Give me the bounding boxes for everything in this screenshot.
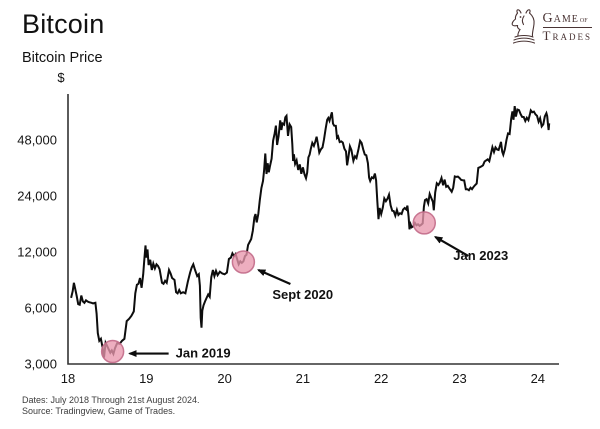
annotation-arrow-sept-2020: [257, 269, 291, 286]
page-title: Bitcoin: [22, 9, 105, 39]
annotation-arrow-jan-2023: [433, 235, 469, 257]
highlight-circle-sept-2020: [231, 250, 256, 274]
highlight-circle-jan-2023: [412, 211, 437, 235]
y-tick-label: 24,000: [17, 189, 57, 204]
y-tick-label: 6,000: [24, 301, 57, 316]
y-tick-label: 12,000: [17, 245, 57, 260]
game-of-trades-logo: Gameof Trades: [508, 7, 592, 47]
highlight-circle-jan-2019: [100, 339, 125, 364]
y-axis-unit-label: $: [57, 70, 65, 85]
logo-word-of: of: [579, 15, 588, 24]
logo-word-game: Gameof: [542, 12, 592, 28]
y-tick-label: 3,000: [24, 357, 57, 372]
price-line: [70, 105, 551, 358]
x-tick-label: 20: [217, 371, 231, 386]
annotation-label-jan-2023: Jan 2023: [453, 248, 508, 263]
logo-word-trades: Trades: [542, 28, 592, 43]
x-tick-label: 18: [61, 371, 75, 386]
x-tick-label: 24: [531, 371, 545, 386]
axes: [67, 94, 559, 365]
annotation-label-jan-2019: Jan 2019: [176, 346, 231, 361]
footer-dates: Dates: July 2018 Through 21st August 202…: [22, 395, 200, 405]
y-tick-label: 48,000: [17, 133, 57, 148]
x-tick-label: 23: [452, 371, 466, 386]
x-tick-label: 19: [139, 371, 153, 386]
chart-footer: Dates: July 2018 Through 21st August 202…: [22, 395, 199, 416]
x-tick-label: 22: [374, 371, 388, 386]
x-tick-label: 21: [296, 371, 310, 386]
annotation-label-sept-2020: Sept 2020: [272, 287, 333, 302]
knight-chess-piece-icon: [511, 9, 535, 44]
chart-subtitle: Bitcoin Price: [22, 50, 103, 66]
footer-source: Source: Tradingview, Game of Trades.: [22, 405, 176, 416]
logo-text: Gameof Trades: [542, 12, 592, 43]
